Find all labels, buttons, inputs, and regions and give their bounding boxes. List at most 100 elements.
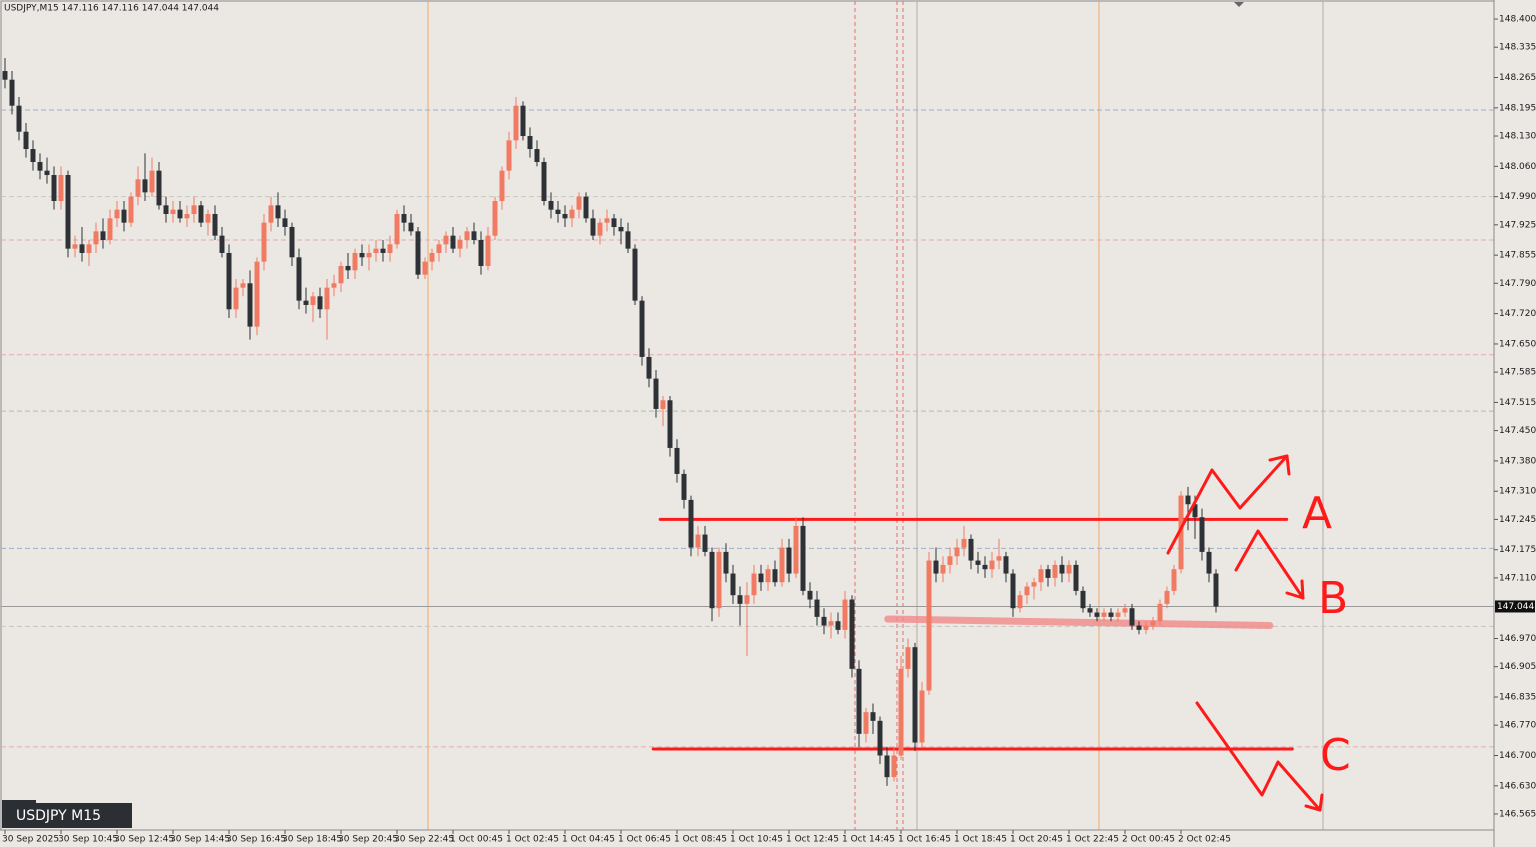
candle-body — [1143, 625, 1149, 630]
candle-body — [415, 231, 421, 275]
candle-body — [506, 140, 512, 171]
candle-body — [856, 668, 862, 734]
candle-body — [569, 209, 575, 219]
x-tick-label: 1 Oct 06:45 — [618, 835, 671, 845]
candle-body — [730, 573, 736, 596]
candle-body — [233, 287, 239, 310]
y-tick-label: 148.060 — [1499, 162, 1536, 172]
candle-body — [226, 252, 232, 310]
candle-body — [282, 218, 288, 227]
candle-body — [723, 551, 729, 574]
candle-body — [1003, 556, 1009, 574]
candle-body — [163, 205, 169, 214]
candle-body — [93, 231, 99, 245]
candle-body — [373, 248, 379, 253]
candle-body — [765, 569, 771, 583]
y-tick-label: 148.265 — [1499, 73, 1536, 83]
candle-body — [177, 209, 183, 219]
y-tick-label: 148.400 — [1499, 15, 1536, 25]
candle-body — [786, 547, 792, 574]
y-tick-label: 148.335 — [1499, 43, 1536, 53]
candle-body — [625, 231, 631, 249]
candle-body — [702, 534, 708, 552]
annotation: C — [1320, 730, 1351, 781]
candle-body — [1031, 582, 1037, 587]
candle-body — [317, 296, 323, 310]
candle-body — [646, 356, 652, 379]
candle-body — [1206, 551, 1212, 574]
candle-body — [772, 569, 778, 583]
candle-body — [1129, 608, 1135, 626]
candle-body — [492, 201, 498, 236]
candle-body — [604, 218, 610, 223]
candle-body — [464, 231, 470, 240]
y-tick-label: 147.925 — [1499, 220, 1536, 230]
x-tick-label: 1 Oct 12:45 — [786, 835, 839, 845]
candle-body — [884, 755, 890, 778]
scenario-arrow — [1195, 701, 1322, 812]
x-tick-label: 1 Oct 14:45 — [842, 835, 895, 845]
candle-body — [478, 239, 484, 266]
y-tick-label: 147.175 — [1499, 545, 1536, 555]
candle-body — [380, 248, 386, 253]
candle-body — [1164, 590, 1170, 604]
candle-body — [1122, 608, 1128, 613]
x-tick-label: 1 Oct 04:45 — [562, 835, 615, 845]
y-tick-label: 147.990 — [1499, 192, 1536, 202]
symbol-label: USDJPY M15 — [16, 808, 101, 824]
candle-body — [562, 213, 568, 219]
candle-body — [534, 149, 540, 163]
candle-body — [107, 218, 113, 240]
y-tick-label: 147.720 — [1499, 309, 1536, 319]
candle-body — [436, 244, 442, 253]
candle-body — [1010, 573, 1016, 609]
candle-body — [1199, 517, 1205, 552]
y-tick-label: 146.630 — [1499, 781, 1536, 791]
candle-body — [1017, 595, 1023, 609]
candle-body — [639, 300, 645, 357]
candle-body — [1178, 495, 1184, 570]
x-tick-label: 30 Sep 20:45 — [338, 835, 398, 845]
candle-body — [842, 599, 848, 630]
candle-body — [79, 244, 85, 253]
candle-body — [324, 287, 330, 310]
candle-body — [1136, 625, 1142, 630]
candle-body — [814, 599, 820, 617]
candle-body — [58, 175, 64, 202]
candle-body — [1059, 564, 1065, 574]
candle-body — [191, 205, 197, 214]
candle-body — [807, 590, 813, 600]
candle-body — [1185, 495, 1191, 505]
candle-body — [905, 647, 911, 669]
candle-body — [1192, 504, 1198, 518]
price-badge-label: 147.044 — [1497, 602, 1534, 612]
y-tick-label: 147.855 — [1499, 251, 1536, 261]
x-tick-label: 2 Oct 02:45 — [1178, 835, 1231, 845]
shift-marker — [1234, 2, 1244, 7]
candle-body — [499, 170, 505, 202]
candle-body — [996, 556, 1002, 561]
y-tick-label: 147.515 — [1499, 398, 1536, 408]
candle-body — [72, 244, 78, 249]
y-tick-label: 146.700 — [1499, 751, 1536, 761]
candle-body — [870, 712, 876, 721]
candle-body — [184, 213, 190, 219]
candle-body — [947, 556, 953, 565]
candle-body — [513, 105, 519, 141]
candle-body — [1087, 608, 1093, 613]
candle-body — [1045, 569, 1051, 578]
candle-body — [940, 564, 946, 574]
y-tick-label: 147.380 — [1499, 456, 1536, 466]
chart-layer — [1, 58, 1494, 786]
candle-body — [261, 222, 267, 262]
candle-body — [898, 668, 904, 756]
candle-body — [2, 71, 8, 80]
candle-body — [401, 213, 407, 223]
candle-body — [30, 149, 36, 163]
candle-body — [933, 560, 939, 574]
candle-body — [1101, 612, 1107, 617]
candle-body — [1038, 569, 1044, 583]
scenario-arrow — [1234, 529, 1305, 600]
candle-body — [653, 378, 659, 409]
candle-body — [156, 170, 162, 206]
